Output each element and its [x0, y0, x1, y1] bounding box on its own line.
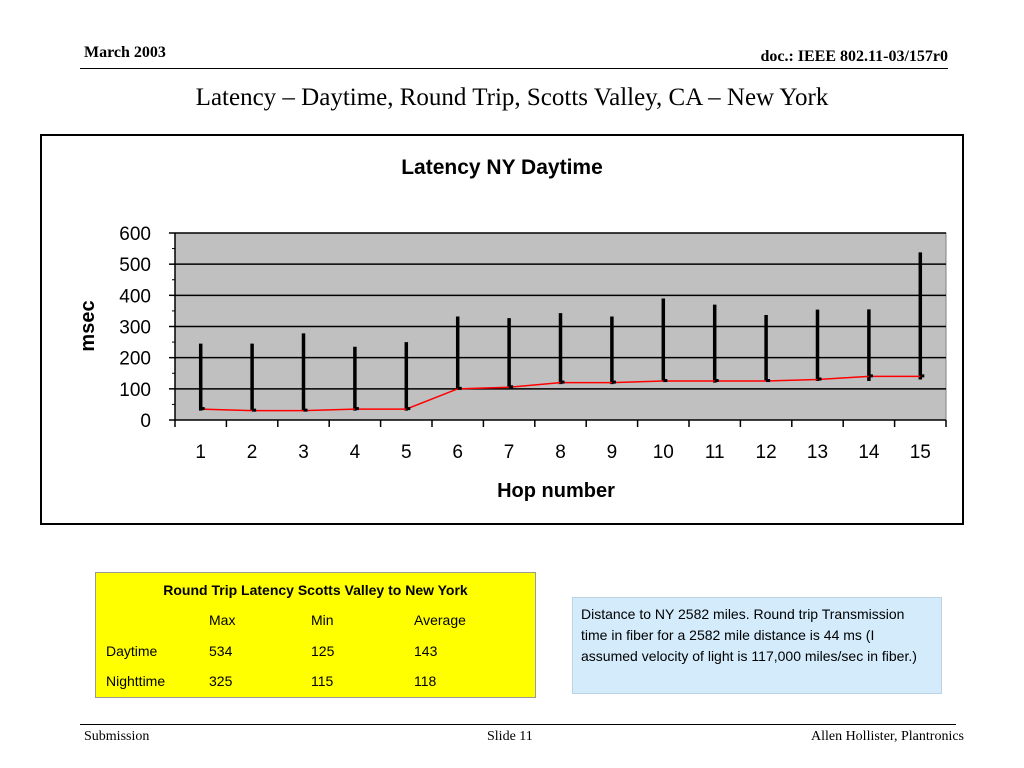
- x-tick-label-3: 3: [298, 442, 309, 463]
- average-point-hop-14: [868, 374, 873, 378]
- latency-table-title: Round Trip Latency Scotts Valley to New …: [163, 582, 468, 598]
- latency-table: Round Trip Latency Scotts Valley to New …: [95, 572, 536, 698]
- daytime-average: 143: [414, 643, 438, 659]
- x-axis-label: Hop number: [497, 480, 615, 502]
- header-average: Average: [414, 612, 466, 628]
- average-point-hop-8: [560, 380, 565, 384]
- average-point-hop-2: [252, 408, 257, 412]
- nighttime-max: 325: [209, 673, 233, 689]
- x-tick-label-13: 13: [807, 442, 828, 463]
- footer-author: Allen Hollister, Plantronics: [810, 729, 964, 744]
- footer-slide-number: Slide 11: [487, 729, 533, 744]
- x-tick-label-10: 10: [653, 442, 674, 463]
- x-tick-label-9: 9: [607, 442, 618, 463]
- y-tick-label-200: 200: [119, 349, 151, 370]
- y-tick-label-600: 600: [119, 224, 151, 245]
- y-axis-label: msec: [77, 300, 99, 351]
- average-point-hop-3: [303, 408, 308, 412]
- average-point-hop-6: [457, 386, 462, 390]
- y-tick-label-400: 400: [119, 286, 151, 307]
- x-tick-label-4: 4: [350, 442, 361, 463]
- row-label-daytime: Daytime: [106, 643, 158, 659]
- header-date: March 2003: [84, 44, 166, 61]
- header-max: Max: [209, 612, 236, 628]
- average-point-hop-11: [714, 379, 719, 383]
- chart-container: Latency NY Daytime 0 100 200 300 400 500 600 1 2…: [40, 134, 964, 525]
- average-point-hop-1: [200, 407, 205, 411]
- x-tick-label-8: 8: [555, 442, 566, 463]
- y-tick-label-0: 0: [140, 411, 151, 432]
- footer-submission: Submission: [84, 729, 150, 744]
- average-point-hop-10: [663, 379, 668, 383]
- x-tick-label-7: 7: [504, 442, 515, 463]
- y-tick-label-300: 300: [119, 318, 151, 339]
- x-tick-label-15: 15: [910, 442, 931, 463]
- row-label-nighttime: Nighttime: [106, 673, 166, 689]
- distance-note: Distance to NY 2582 miles. Round trip Tr…: [572, 597, 942, 694]
- average-point-hop-15: [920, 374, 925, 378]
- nighttime-average: 118: [414, 673, 437, 689]
- x-tick-label-6: 6: [452, 442, 463, 463]
- slide-title: Latency – Daytime, Round Trip, Scotts Va…: [195, 84, 829, 111]
- y-tick-label-500: 500: [119, 255, 151, 276]
- header-rule: [80, 68, 948, 69]
- footer-rule: [80, 724, 956, 725]
- y-tick-label-100: 100: [119, 380, 151, 401]
- daytime-min: 125: [311, 643, 335, 659]
- x-tick-label-11: 11: [705, 442, 725, 463]
- daytime-max: 534: [209, 643, 233, 659]
- x-tick-label-14: 14: [858, 442, 880, 463]
- header-min: Min: [311, 612, 334, 628]
- x-tick-label-2: 2: [247, 442, 258, 463]
- x-tick-label-1: 1: [195, 442, 206, 463]
- average-point-hop-5: [406, 407, 411, 411]
- average-point-hop-4: [354, 407, 359, 411]
- average-point-hop-7: [509, 385, 514, 389]
- x-tick-label-5: 5: [401, 442, 412, 463]
- average-point-hop-13: [817, 377, 822, 381]
- nighttime-min: 115: [311, 673, 334, 689]
- average-point-hop-9: [611, 380, 616, 384]
- average-point-hop-12: [766, 379, 771, 383]
- chart-title: Latency NY Daytime: [401, 156, 603, 179]
- header-doc-id: doc.: IEEE 802.11-03/157r0: [760, 48, 948, 65]
- x-tick-label-12: 12: [756, 442, 777, 463]
